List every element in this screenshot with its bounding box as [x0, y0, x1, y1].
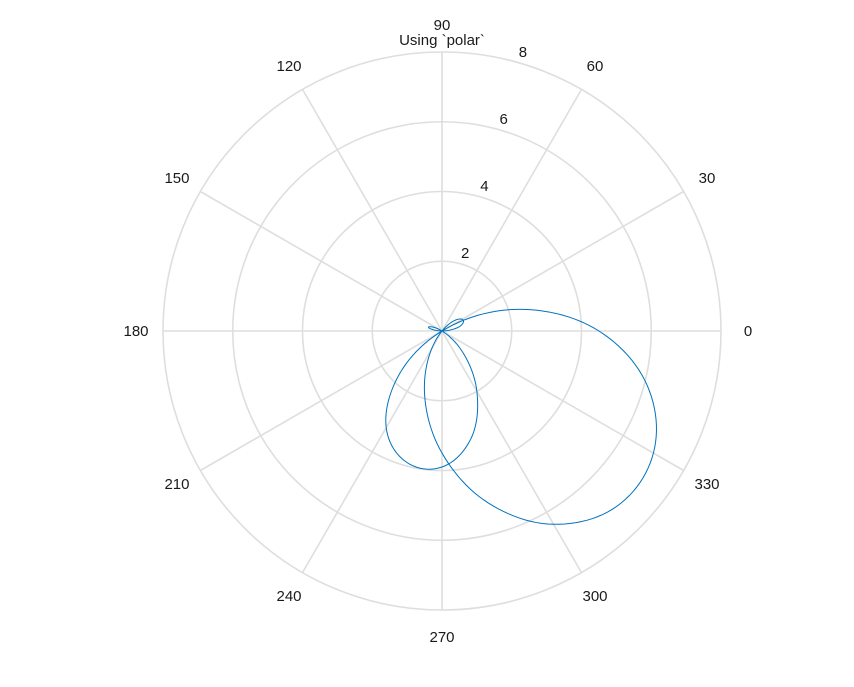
grid-spoke [441, 330, 685, 472]
angle-tick-label: 30 [699, 170, 716, 187]
angle-tick-label: 330 [694, 476, 719, 493]
angle-tick-label: 240 [276, 588, 301, 605]
tick-labels: 0 30 60 90 120 150 180 210 240 270 300 330 2 4 6 8 [123, 17, 752, 646]
angle-tick-label: 0 [744, 323, 752, 340]
grid-spoke [301, 88, 443, 332]
series-line [385, 308, 657, 525]
angle-tick-label: 210 [164, 476, 189, 493]
angle-tick-label: 150 [164, 170, 189, 187]
radius-tick-label: 4 [480, 178, 488, 195]
grid-spoke [199, 330, 443, 472]
chart-title: Using `polar` [399, 32, 485, 49]
angle-tick-label: 180 [123, 323, 148, 340]
angle-tick-label: 120 [276, 58, 301, 75]
polar-grid [162, 51, 722, 611]
radius-tick-label: 6 [500, 111, 508, 128]
grid-spoke [301, 330, 443, 574]
radius-tick-label: 2 [461, 245, 469, 262]
series-layer [385, 308, 657, 525]
radius-tick-label: 8 [519, 44, 527, 61]
angle-tick-label: 60 [587, 58, 604, 75]
grid-spoke [441, 190, 685, 332]
angle-tick-label: 270 [429, 629, 454, 646]
angle-tick-label: 90 [434, 17, 451, 34]
grid-spoke [199, 190, 443, 332]
angle-tick-label: 300 [582, 588, 607, 605]
grid-spoke [441, 330, 583, 574]
grid-spoke [441, 88, 583, 332]
